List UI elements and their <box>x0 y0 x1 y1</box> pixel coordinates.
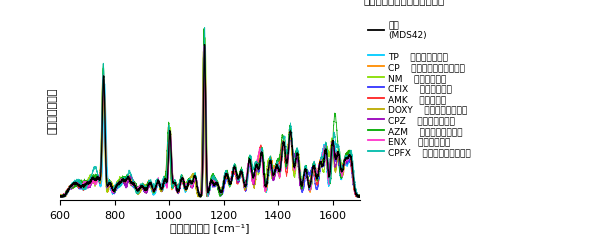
Text: 菌種名と耐性を持つ抗生物質: 菌種名と耐性を持つ抗生物質 <box>363 0 444 6</box>
Y-axis label: ラマン散乱強度: ラマン散乱強度 <box>47 87 57 133</box>
X-axis label: ラマンシフト [cm⁻¹]: ラマンシフト [cm⁻¹] <box>170 222 250 232</box>
Legend: 親株
(MDS42), , TP    トリメトプリム, CP    クロラムフェニコール, NM    ネオマイシン, CFIX    セフィキシム, AMK: 親株 (MDS42), , TP トリメトプリム, CP クロラムフェニコール,… <box>368 21 471 157</box>
